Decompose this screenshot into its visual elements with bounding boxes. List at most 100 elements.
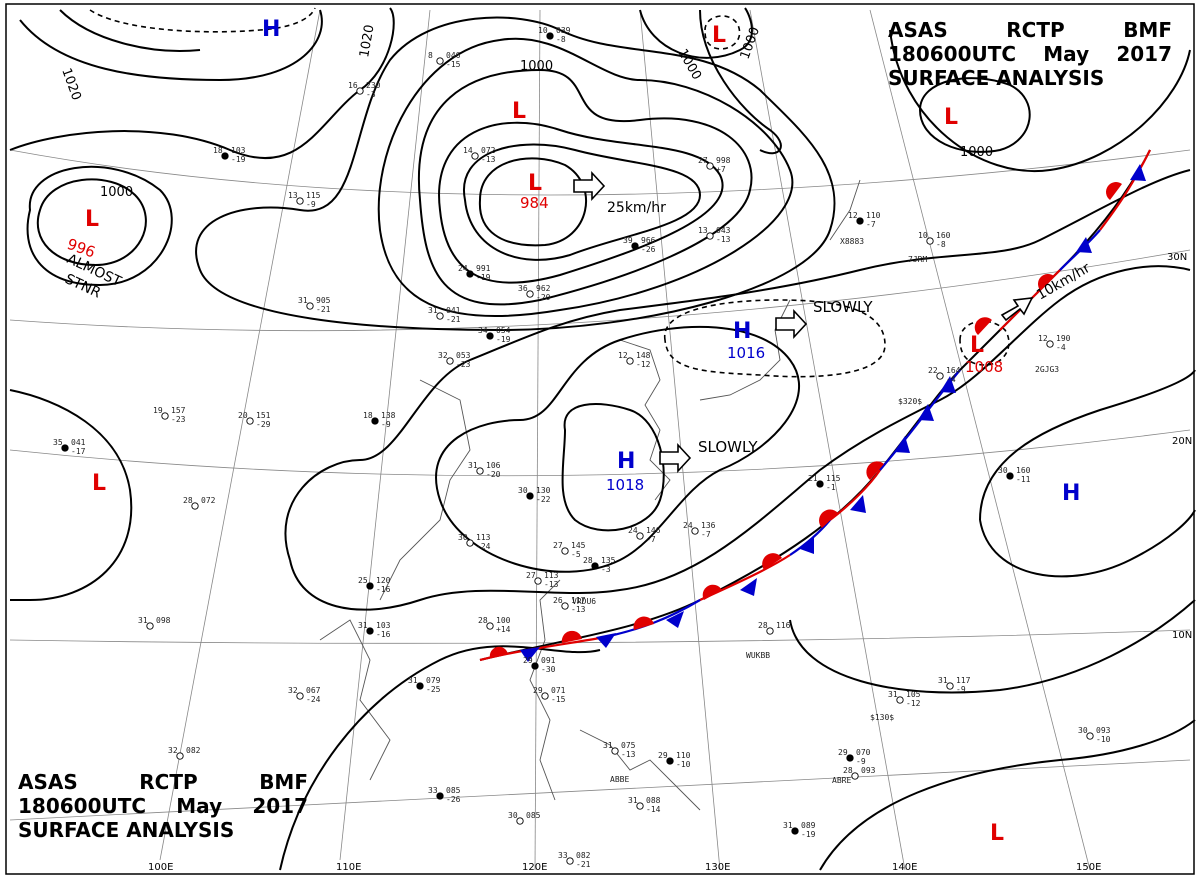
- station-symbol: [1086, 732, 1094, 740]
- station-symbol: [371, 417, 379, 425]
- isobar-label: 1000: [520, 59, 553, 74]
- station-pressure: 053: [456, 351, 471, 360]
- station-temperature: 20: [238, 411, 248, 420]
- station-symbol: [791, 827, 799, 835]
- station-temperature: 36: [518, 284, 528, 293]
- low-symbol: L: [712, 23, 726, 48]
- low-pressure-value: 1008: [965, 358, 1003, 376]
- station-temperature: 34: [478, 326, 488, 335]
- station-pressure: 113: [476, 533, 491, 542]
- station-pressure: 106: [486, 461, 501, 470]
- station-pressure: 093: [861, 766, 876, 775]
- station-tendency: -19: [801, 830, 816, 839]
- arrow-mongolia: [573, 170, 606, 202]
- station-symbol: [466, 270, 474, 278]
- station-temperature: 24: [628, 526, 638, 535]
- arrow-east-china: [659, 442, 692, 474]
- station-temperature: 10: [918, 231, 928, 240]
- station-pressure: 115: [826, 474, 841, 483]
- station-temperature: 19: [153, 406, 163, 415]
- station-temperature: 28: [583, 556, 593, 565]
- station-temperature: 31: [628, 796, 638, 805]
- station-tendency: -14: [646, 805, 661, 814]
- station-symbol: [706, 162, 714, 170]
- map-frame: [5, 3, 1195, 875]
- station-temperature: 35: [53, 438, 63, 447]
- station-pressure: 054: [496, 326, 511, 335]
- high-symbol: H: [262, 17, 280, 42]
- station-temperature: 12: [618, 351, 628, 360]
- station-temperature: 8: [428, 51, 433, 60]
- station-pressure: 110: [676, 751, 691, 760]
- station-symbol: [366, 627, 374, 635]
- station-tendency: -4: [946, 375, 956, 384]
- station-temperature: 28: [843, 766, 853, 775]
- station-tendency: -3: [601, 565, 611, 574]
- station-pressure: 088: [646, 796, 661, 805]
- station-tendency: -13: [571, 605, 586, 614]
- station-symbol: [446, 357, 454, 365]
- station-temperature: 31: [358, 621, 368, 630]
- station-symbol: [296, 692, 304, 700]
- station-temperature: 25: [358, 576, 368, 585]
- station-temperature: 31: [138, 616, 148, 625]
- station-temperature: 31: [888, 690, 898, 699]
- station-temperature: 33: [558, 851, 568, 860]
- station-temperature: 27: [553, 541, 563, 550]
- station-id: $130$: [870, 713, 894, 722]
- high-pressure-value: 1016: [727, 344, 765, 362]
- station-tendency: -8: [556, 35, 566, 44]
- latitude-lines: [9, 149, 1191, 821]
- station-tendency: -10: [676, 760, 691, 769]
- station-tendency: -16: [376, 630, 391, 639]
- station-tendency: -20: [536, 293, 551, 302]
- station-symbol: [471, 152, 479, 160]
- station-temperature: 14: [463, 146, 473, 155]
- lon-label: 140E: [892, 862, 917, 873]
- low-symbol: L: [512, 99, 526, 124]
- station-tendency: -10: [1096, 735, 1111, 744]
- station-temperature: 39: [623, 236, 633, 245]
- station-code: RCTP: [139, 770, 198, 794]
- station-symbol: [61, 444, 69, 452]
- low-symbol: L: [92, 471, 106, 496]
- warm-front-symbols: [489, 182, 1122, 658]
- station-tendency: -21: [316, 305, 331, 314]
- header-bottom: ASAS RCTP BMF 180600UTC May 2017 SURFACE…: [18, 770, 308, 842]
- station-pressure: 103: [376, 621, 391, 630]
- high-pressure-value: 1018: [606, 476, 644, 494]
- station-pressure: 072: [201, 496, 216, 505]
- low-pressure-value: 984: [520, 194, 549, 212]
- station-temperature: 31: [298, 296, 308, 305]
- motion-arrows: [573, 170, 1034, 474]
- station-temperature: 30: [458, 533, 468, 542]
- station-code: RCTP: [1006, 18, 1065, 42]
- high-symbol: H: [617, 449, 635, 474]
- station-symbol: [1006, 472, 1014, 480]
- station-pressure: 091: [541, 656, 556, 665]
- header-top: ASAS RCTP BMF 180600UTC May 2017 SURFACE…: [888, 18, 1172, 90]
- station-symbol: [926, 237, 934, 245]
- station-pressure: 039: [556, 26, 571, 35]
- station-symbol: [526, 290, 534, 298]
- station-tendency: -30: [541, 665, 556, 674]
- station-tendency: -5: [571, 550, 581, 559]
- station-pressure: 082: [186, 746, 201, 755]
- station-temperature: 29: [533, 686, 543, 695]
- station-temperature: 21: [808, 474, 818, 483]
- station-pressure: 151: [256, 411, 271, 420]
- station-id: WUKBB: [746, 651, 770, 660]
- station-temperature: 10: [538, 26, 548, 35]
- station-tendency: +7: [716, 165, 726, 174]
- station-pressure: 148: [636, 351, 651, 360]
- station-symbol: [561, 547, 569, 555]
- station-symbol: [936, 372, 944, 380]
- lat-label: 20N: [1172, 436, 1192, 447]
- station-pressure: 089: [801, 821, 816, 830]
- station-temperature: 31: [938, 676, 948, 685]
- station-pressure: 041: [71, 438, 86, 447]
- isobar-label: 1020: [357, 23, 378, 58]
- station-pressure: 135: [601, 556, 616, 565]
